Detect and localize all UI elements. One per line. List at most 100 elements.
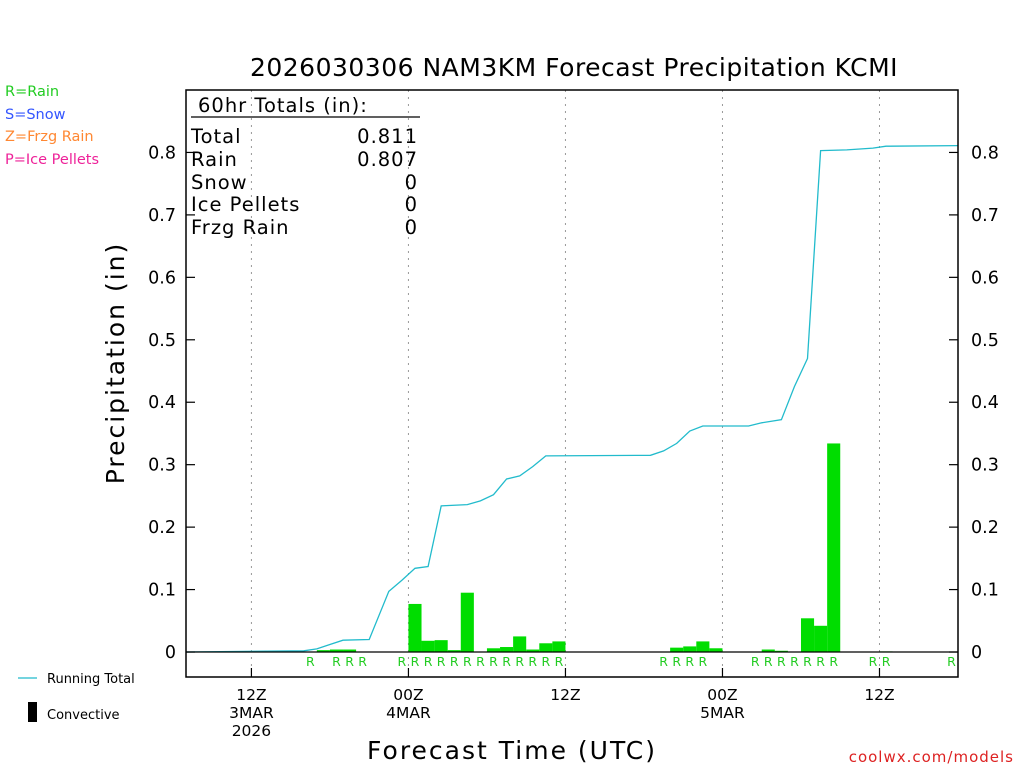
precip-type-legend: R=Rain S=Snow Z=Frzg Rain P=Ice Pellets [5,84,99,168]
precip-bar-5 [434,640,448,653]
xtick-label-4-0: 12Z [864,686,894,704]
legend-ice-pellets: P=Ice Pellets [5,152,99,168]
ytick-right-label-4: 0.4 [971,393,999,413]
ytick-left-label-7: 0.7 [148,206,176,226]
totals-label-ice-pellets: Ice Pellets [191,193,300,216]
convective-legend-label: Convective [47,708,120,723]
precip-type-marker-9: R [463,654,472,669]
ytick-right-label-6: 0.6 [971,268,999,288]
totals-value-rain: 0.807 [357,148,418,171]
ytick-left-label-8: 0.8 [148,143,176,163]
precip-type-marker-28: R [869,654,878,669]
ytick-right-label-1: 0.1 [971,581,999,601]
precip-type-marker-13: R [515,654,524,669]
ytick-right-label-5: 0.5 [971,331,999,351]
precip-type-marker-0: R [306,654,315,669]
ytick-left-label-0: 0 [165,643,176,663]
precip-bar-20 [800,618,815,653]
bottom-legend: Running Total Convective [18,672,135,723]
precip-bar-8 [486,648,501,653]
totals-value-frzg-rain: 0 [405,216,418,239]
precip-type-marker-8: R [450,654,459,669]
xtick-label-0-2: 2026 [232,722,271,740]
xtick-label-3-1: 5MAR [700,704,745,722]
precip-type-marker-7: R [437,654,446,669]
totals-label-frzg-rain: Frzg Rain [191,216,289,239]
precip-bar-11 [526,649,540,653]
legend-frzg-rain: Z=Frzg Rain [5,129,94,145]
precip-type-marker-27: R [829,654,838,669]
precip-bar-12 [539,643,553,653]
ytick-right-label-3: 0.3 [971,456,999,476]
precip-type-marker-22: R [764,654,773,669]
precip-bar-21 [814,625,828,653]
ytick-left-label-5: 0.5 [148,331,176,351]
legend-snow: S=Snow [5,107,66,123]
precip-bar-6 [447,650,461,653]
precip-type-marker-18: R [672,654,681,669]
precip-type-marker-2: R [345,654,354,669]
totals-value-snow: 0 [405,171,418,194]
ytick-left-label-4: 0.4 [148,393,176,413]
precip-type-marker-30: R [947,654,956,669]
precip-type-marker-14: R [528,654,537,669]
xtick-label-0-0: 12Z [236,686,266,704]
precip-bar-19 [774,650,788,653]
totals-value-ice-pellets: 0 [405,193,418,216]
convective-swatch [28,702,37,722]
precip-type-marker-23: R [777,654,786,669]
totals-box: 60hr Totals (in): Total 0.811 Rain 0.807… [190,94,420,239]
running-total-series [185,144,959,653]
precip-type-marker-19: R [685,654,694,669]
precip-type-marker-21: R [751,654,760,669]
precip-bar-14 [670,647,684,653]
precip-bar-7 [460,592,474,653]
totals-label-snow: Snow [191,171,248,194]
y-axis-label: Precipitation (in) [101,242,130,485]
xtick-label-1-1: 4MAR [386,704,431,722]
precip-bar-18 [761,649,775,653]
precip-type-marker-6: R [424,654,433,669]
y-axis-right-ticks: 0 0.1 0.2 0.3 0.4 0.5 0.6 0.7 0.8 [949,143,999,663]
precip-bar-3 [408,603,422,653]
plot-frame [185,89,959,678]
totals-label-rain: Rain [191,148,238,171]
precip-type-marker-11: R [489,654,498,669]
precip-type-marker-15: R [541,654,550,669]
ytick-right-label-8: 0.8 [971,143,999,163]
totals-label-total: Total [190,125,242,148]
precip-type-marker-24: R [790,654,799,669]
xtick-label-0-1: 3MAR [229,704,274,722]
precip-type-marker-29: R [882,654,891,669]
precip-type-marker-12: R [502,654,511,669]
precip-bar-22 [827,443,841,653]
precip-type-marker-17: R [659,654,668,669]
xtick-label-1-0: 00Z [393,686,423,704]
running-total-line [185,144,959,653]
ytick-left-label-3: 0.3 [148,456,176,476]
bar-series [316,443,893,653]
precip-type-marker-5: R [411,654,420,669]
precip-bar-16 [696,641,710,653]
legend-rain: R=Rain [5,84,59,100]
chart-title: 2026030306 NAM3KM Forecast Precipitation… [250,53,898,82]
xtick-label-2-0: 12Z [550,686,580,704]
precip-bar-10 [513,636,527,653]
precip-bar-15 [683,646,697,653]
totals-header: 60hr Totals (in): [198,94,368,117]
ytick-right-label-2: 0.2 [971,518,999,538]
precip-bar-17 [709,648,723,653]
precip-bar-0 [316,650,330,653]
precip-type-marker-26: R [816,654,825,669]
xtick-label-3-0: 00Z [707,686,737,704]
precip-bar-13 [552,641,566,653]
totals-value-total: 0.811 [357,125,418,148]
ytick-left-label-2: 0.2 [148,518,176,538]
precip-bar-4 [421,640,435,653]
ytick-right-label-0: 0 [971,643,982,663]
ytick-left-label-1: 0.1 [148,581,176,601]
precip-bar-9 [500,647,514,653]
